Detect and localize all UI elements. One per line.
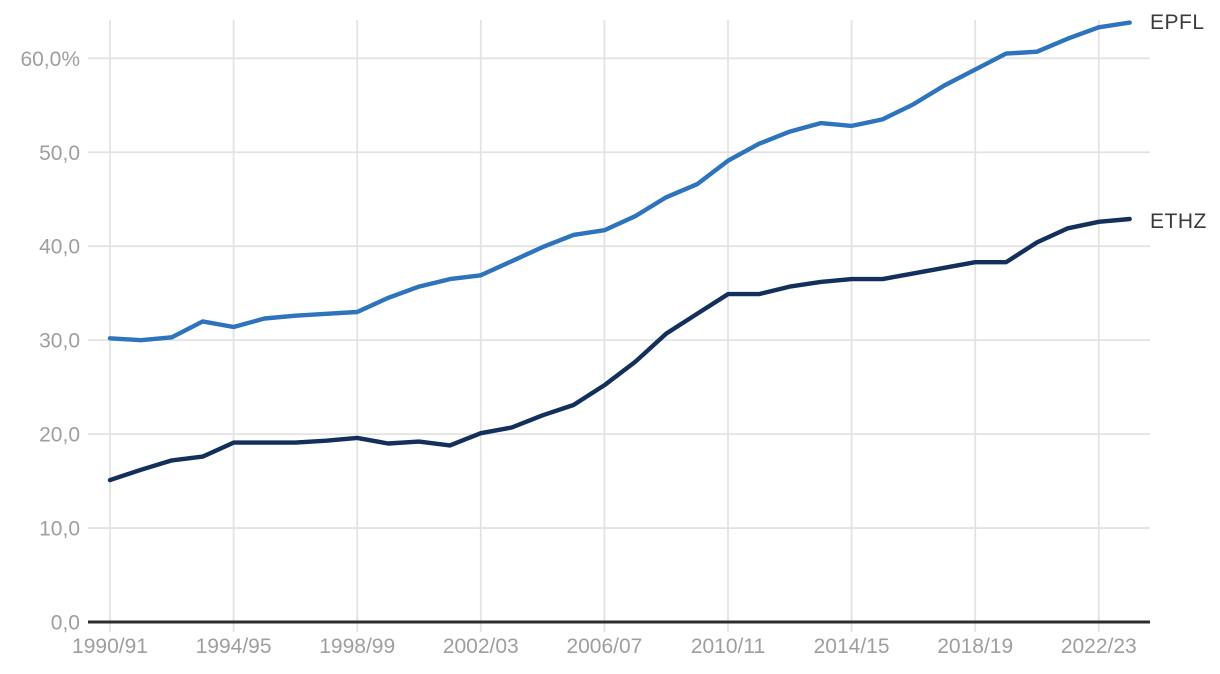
ethz-series-line [107,216,1132,483]
x-axis-tick-label: 2002/03 [443,635,519,658]
y-axis-tick-label: 10,0 [39,518,80,541]
x-axis-tick-label: 2006/07 [566,635,642,658]
series-label-epfl: EPFL [1150,11,1205,34]
y-axis-tick-label: 60,0% [20,48,80,71]
y-axis-tick-label: 0,0 [51,612,80,635]
y-axis-tick-label: 30,0 [39,330,80,353]
x-axis-tick-label: 1998/99 [319,635,395,658]
y-axis-tick-label: 50,0 [39,142,80,165]
x-axis-tick-label: 2010/11 [691,635,765,658]
x-axis-tick-label: 1990/91 [72,635,148,658]
x-axis-tick-label: 1994/95 [196,635,272,658]
series-label-ethz: ETHZ [1150,210,1207,233]
x-axis-tick-label: 2018/19 [937,635,1013,658]
x-axis-tick-label: 2022/23 [1061,635,1137,658]
y-axis-tick-label: 20,0 [39,424,80,447]
y-axis-tick-label: 40,0 [39,236,80,259]
epfl-series-line [107,20,1132,343]
x-axis-tick-label: 2014/15 [814,635,890,658]
